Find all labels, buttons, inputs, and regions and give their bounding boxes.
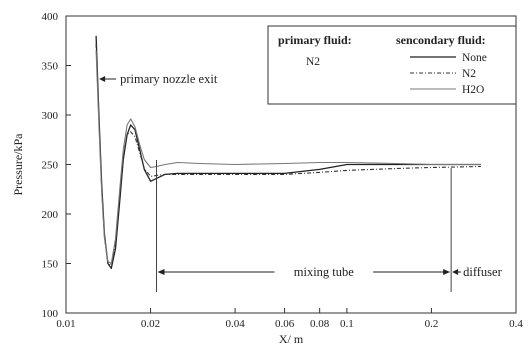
y-tick-label: 150: [42, 259, 59, 271]
x-tick-label: 0.02: [141, 318, 160, 330]
x-tick-label: 0.1: [340, 318, 354, 330]
annotation-primary-nozzle-exit: primary nozzle exit: [120, 72, 218, 86]
y-tick-label: 250: [42, 160, 59, 172]
legend-label-n2: N2: [462, 68, 476, 80]
y-tick-label: 200: [42, 209, 59, 221]
legend-secondary-heading: sencondary fluid:: [396, 33, 486, 47]
legend-primary-heading: primary fluid:: [278, 33, 352, 47]
legend-label-none: None: [462, 52, 487, 64]
legend: primary fluid: N2 sencondary fluid: None…: [267, 25, 517, 105]
legend-label-h2o: H2O: [462, 84, 484, 96]
y-axis-label: Pressure/kPa: [11, 133, 25, 196]
annotation-layer: primary nozzle exit mixing tube diffuser: [99, 72, 503, 292]
legend-box: [267, 25, 517, 105]
x-axis-label: X/ m: [279, 332, 304, 346]
annotation-diffuser: diffuser: [463, 265, 502, 279]
y-tick-label: 350: [42, 61, 59, 73]
x-tick-label: 0.2: [425, 318, 439, 330]
diffuser-arrow-head: [452, 269, 459, 275]
series-layer: [95, 35, 481, 270]
series-line-n2: [95, 43, 481, 267]
series-line-h2o: [95, 50, 481, 265]
nozzle-arrow-head: [99, 76, 106, 82]
legend-entries: None N2 H2O: [410, 52, 487, 96]
mixing-tube-arrowhead-left: [157, 269, 165, 275]
x-tick-label: 0.01: [56, 318, 75, 330]
annotation-mixing-tube: mixing tube: [294, 265, 355, 279]
x-tick-label: 0.08: [310, 318, 330, 330]
x-axis-ticks: 0.01 0.02 0.04 0.06 0.08 0.1 0.2 0.4: [56, 308, 523, 330]
x-tick-label: 0.4: [509, 318, 523, 330]
x-tick-label: 0.04: [225, 318, 245, 330]
y-axis-ticks: 100 150 200 250 300 350 400: [42, 11, 71, 320]
y-tick-label: 100: [42, 308, 59, 320]
y-tick-label: 400: [42, 11, 59, 23]
legend-primary-value: N2: [306, 56, 320, 68]
y-tick-label: 300: [42, 110, 59, 122]
mixing-tube-arrowhead-right: [443, 269, 451, 275]
x-tick-label: 0.06: [275, 318, 295, 330]
